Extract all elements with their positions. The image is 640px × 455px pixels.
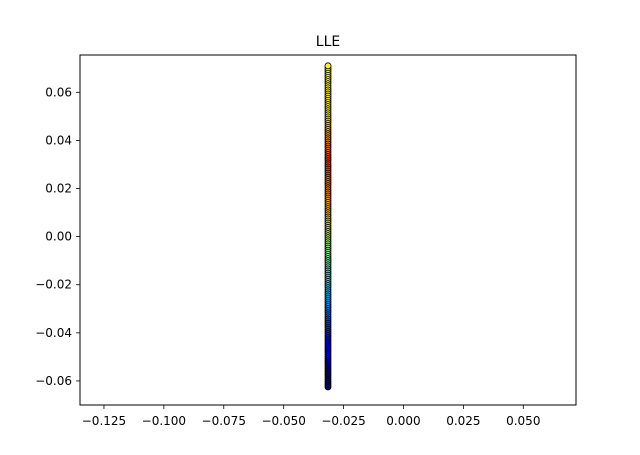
chart-title: LLE: [316, 34, 340, 50]
y-tick-label: 0.00: [45, 230, 72, 244]
y-tick-label: −0.04: [35, 326, 72, 340]
y-tick-label: −0.02: [35, 278, 72, 292]
y-tick-label: 0.06: [45, 85, 72, 99]
x-tick-label: 0.000: [386, 414, 420, 428]
y-tick-label: −0.06: [35, 374, 72, 388]
x-tick-label: 0.050: [506, 414, 540, 428]
y-tick-label: 0.04: [45, 133, 72, 147]
x-tick-label: −0.050: [261, 414, 305, 428]
scatter-point: [324, 62, 332, 70]
x-axis: −0.125 −0.100 −0.075 −0.050 −0.025 0.000 0.025…: [82, 405, 540, 428]
x-tick-label: −0.125: [82, 414, 126, 428]
x-tick-label: −0.100: [142, 414, 186, 428]
x-tick-label: −0.025: [321, 414, 365, 428]
x-tick-label: 0.025: [446, 414, 480, 428]
y-tick-label: 0.02: [45, 182, 72, 196]
y-axis: −0.06 −0.04 −0.02 0.00 0.02 0.04 0.06: [35, 85, 80, 388]
x-tick-label: −0.075: [202, 414, 246, 428]
scatter-points: [324, 62, 332, 391]
plot-area-frame: [79, 54, 577, 406]
